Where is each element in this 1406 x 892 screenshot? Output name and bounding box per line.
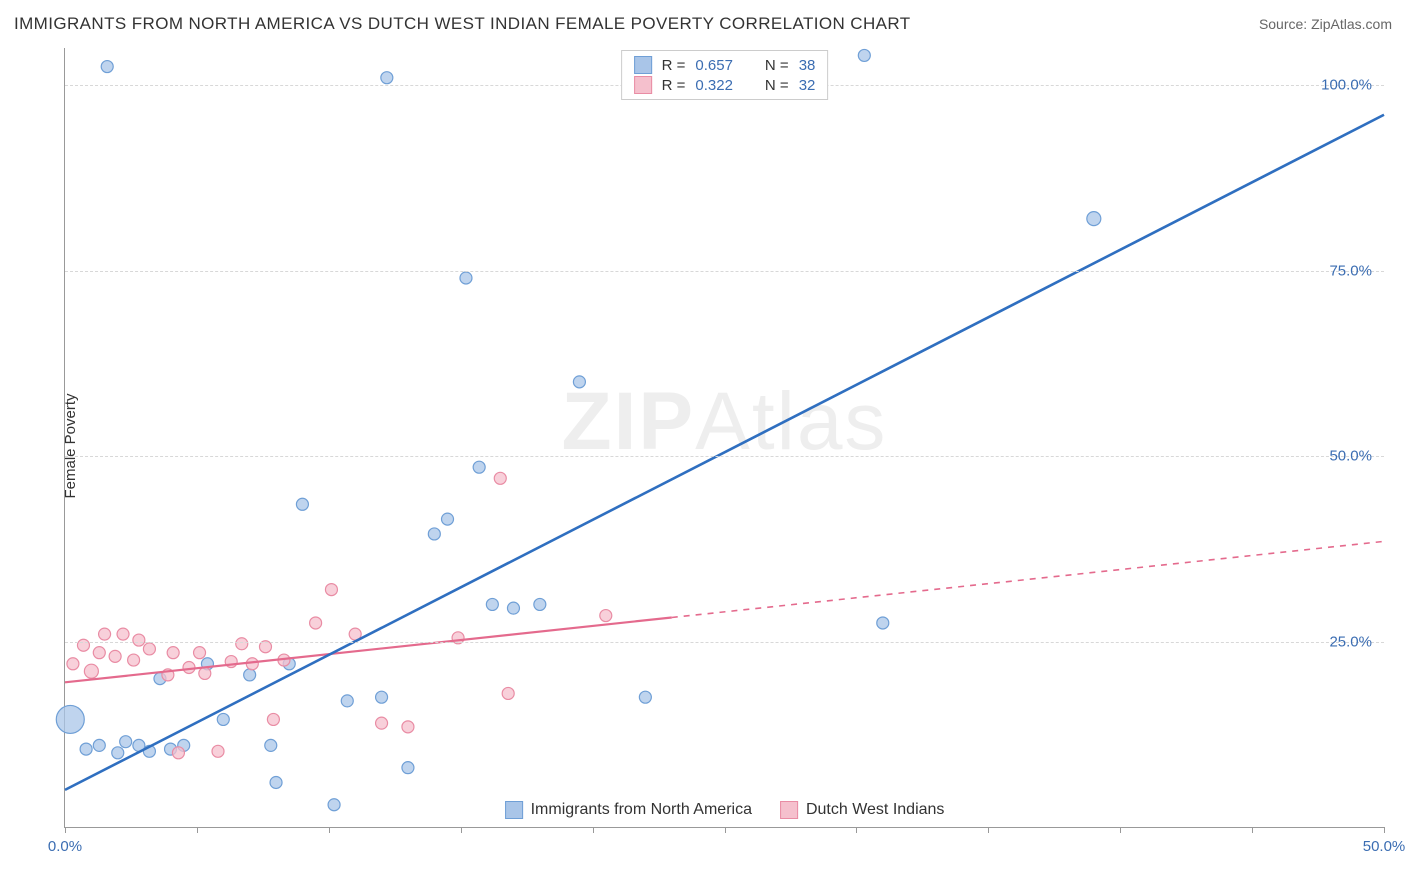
ytick-label: 25.0% [1329, 633, 1372, 650]
scatter-point [93, 739, 105, 751]
scatter-point [172, 747, 184, 759]
xtick-mark [1384, 827, 1385, 833]
scatter-point [112, 747, 124, 759]
correlation-legend: R = 0.657 N = 38 R = 0.322 N = 32 [621, 50, 829, 100]
xtick-mark [461, 827, 462, 833]
scatter-point [183, 661, 195, 673]
scatter-point [573, 376, 585, 388]
scatter-point [473, 461, 485, 473]
swatch-pink-2 [780, 801, 798, 819]
scatter-point [376, 717, 388, 729]
scatter-point [494, 472, 506, 484]
trendline [65, 115, 1384, 790]
ytick-label: 75.0% [1329, 262, 1372, 279]
source-label: Source: ZipAtlas.com [1259, 16, 1392, 32]
scatter-point [133, 634, 145, 646]
swatch-pink [634, 76, 652, 94]
scatter-point [502, 687, 514, 699]
scatter-point [325, 584, 337, 596]
scatter-point [80, 743, 92, 755]
scatter-point [600, 610, 612, 622]
legend-entry-pink: Dutch West Indians [780, 801, 944, 819]
scatter-point [402, 762, 414, 774]
scatter-point [199, 667, 211, 679]
legend-row-blue: R = 0.657 N = 38 [634, 55, 816, 75]
scatter-point [328, 799, 340, 811]
scatter-point [267, 713, 279, 725]
plot-svg [65, 48, 1384, 827]
xtick-mark [593, 827, 594, 833]
ytick-label: 50.0% [1329, 448, 1372, 465]
scatter-point [381, 72, 393, 84]
scatter-point [244, 669, 256, 681]
trendline-dashed [672, 541, 1384, 617]
scatter-point [117, 628, 129, 640]
xtick-mark [65, 827, 66, 833]
scatter-point [442, 513, 454, 525]
scatter-point [236, 638, 248, 650]
xtick-mark [197, 827, 198, 833]
scatter-point [428, 528, 440, 540]
xtick-mark [988, 827, 989, 833]
title-bar: IMMIGRANTS FROM NORTH AMERICA VS DUTCH W… [14, 14, 1392, 34]
xtick-mark [1252, 827, 1253, 833]
scatter-point [296, 498, 308, 510]
plot-area: ZIPAtlas R = 0.657 N = 38 R = 0.322 N = … [64, 48, 1384, 828]
scatter-point [128, 654, 140, 666]
swatch-blue-2 [505, 801, 523, 819]
scatter-point [194, 647, 206, 659]
scatter-point [310, 617, 322, 629]
swatch-blue [634, 56, 652, 74]
xtick-mark [725, 827, 726, 833]
gridline-h [65, 456, 1384, 457]
scatter-point [265, 739, 277, 751]
scatter-point [259, 641, 271, 653]
scatter-point [460, 272, 472, 284]
xtick-label: 50.0% [1363, 838, 1406, 855]
scatter-point [376, 691, 388, 703]
scatter-point [270, 776, 282, 788]
scatter-point [56, 705, 84, 733]
scatter-point [507, 602, 519, 614]
scatter-point [341, 695, 353, 707]
xtick-mark [329, 827, 330, 833]
gridline-h [65, 642, 1384, 643]
xtick-mark [856, 827, 857, 833]
trendline [65, 617, 672, 682]
xtick-label: 0.0% [48, 838, 82, 855]
scatter-point [99, 628, 111, 640]
scatter-point [1087, 212, 1101, 226]
scatter-point [402, 721, 414, 733]
scatter-point [858, 49, 870, 61]
scatter-point [109, 650, 121, 662]
scatter-point [486, 598, 498, 610]
legend-entry-blue: Immigrants from North America [505, 801, 752, 819]
scatter-point [67, 658, 79, 670]
ytick-label: 100.0% [1321, 77, 1372, 94]
scatter-point [93, 647, 105, 659]
scatter-point [143, 643, 155, 655]
scatter-point [534, 598, 546, 610]
gridline-h [65, 271, 1384, 272]
scatter-point [877, 617, 889, 629]
legend-row-pink: R = 0.322 N = 32 [634, 75, 816, 95]
xtick-mark [1120, 827, 1121, 833]
scatter-point [212, 745, 224, 757]
scatter-point [101, 61, 113, 73]
scatter-point [639, 691, 651, 703]
scatter-point [217, 713, 229, 725]
scatter-point [120, 736, 132, 748]
series-legend: Immigrants from North America Dutch West… [497, 801, 953, 819]
scatter-point [167, 647, 179, 659]
scatter-point [84, 664, 98, 678]
chart-title: IMMIGRANTS FROM NORTH AMERICA VS DUTCH W… [14, 14, 911, 34]
